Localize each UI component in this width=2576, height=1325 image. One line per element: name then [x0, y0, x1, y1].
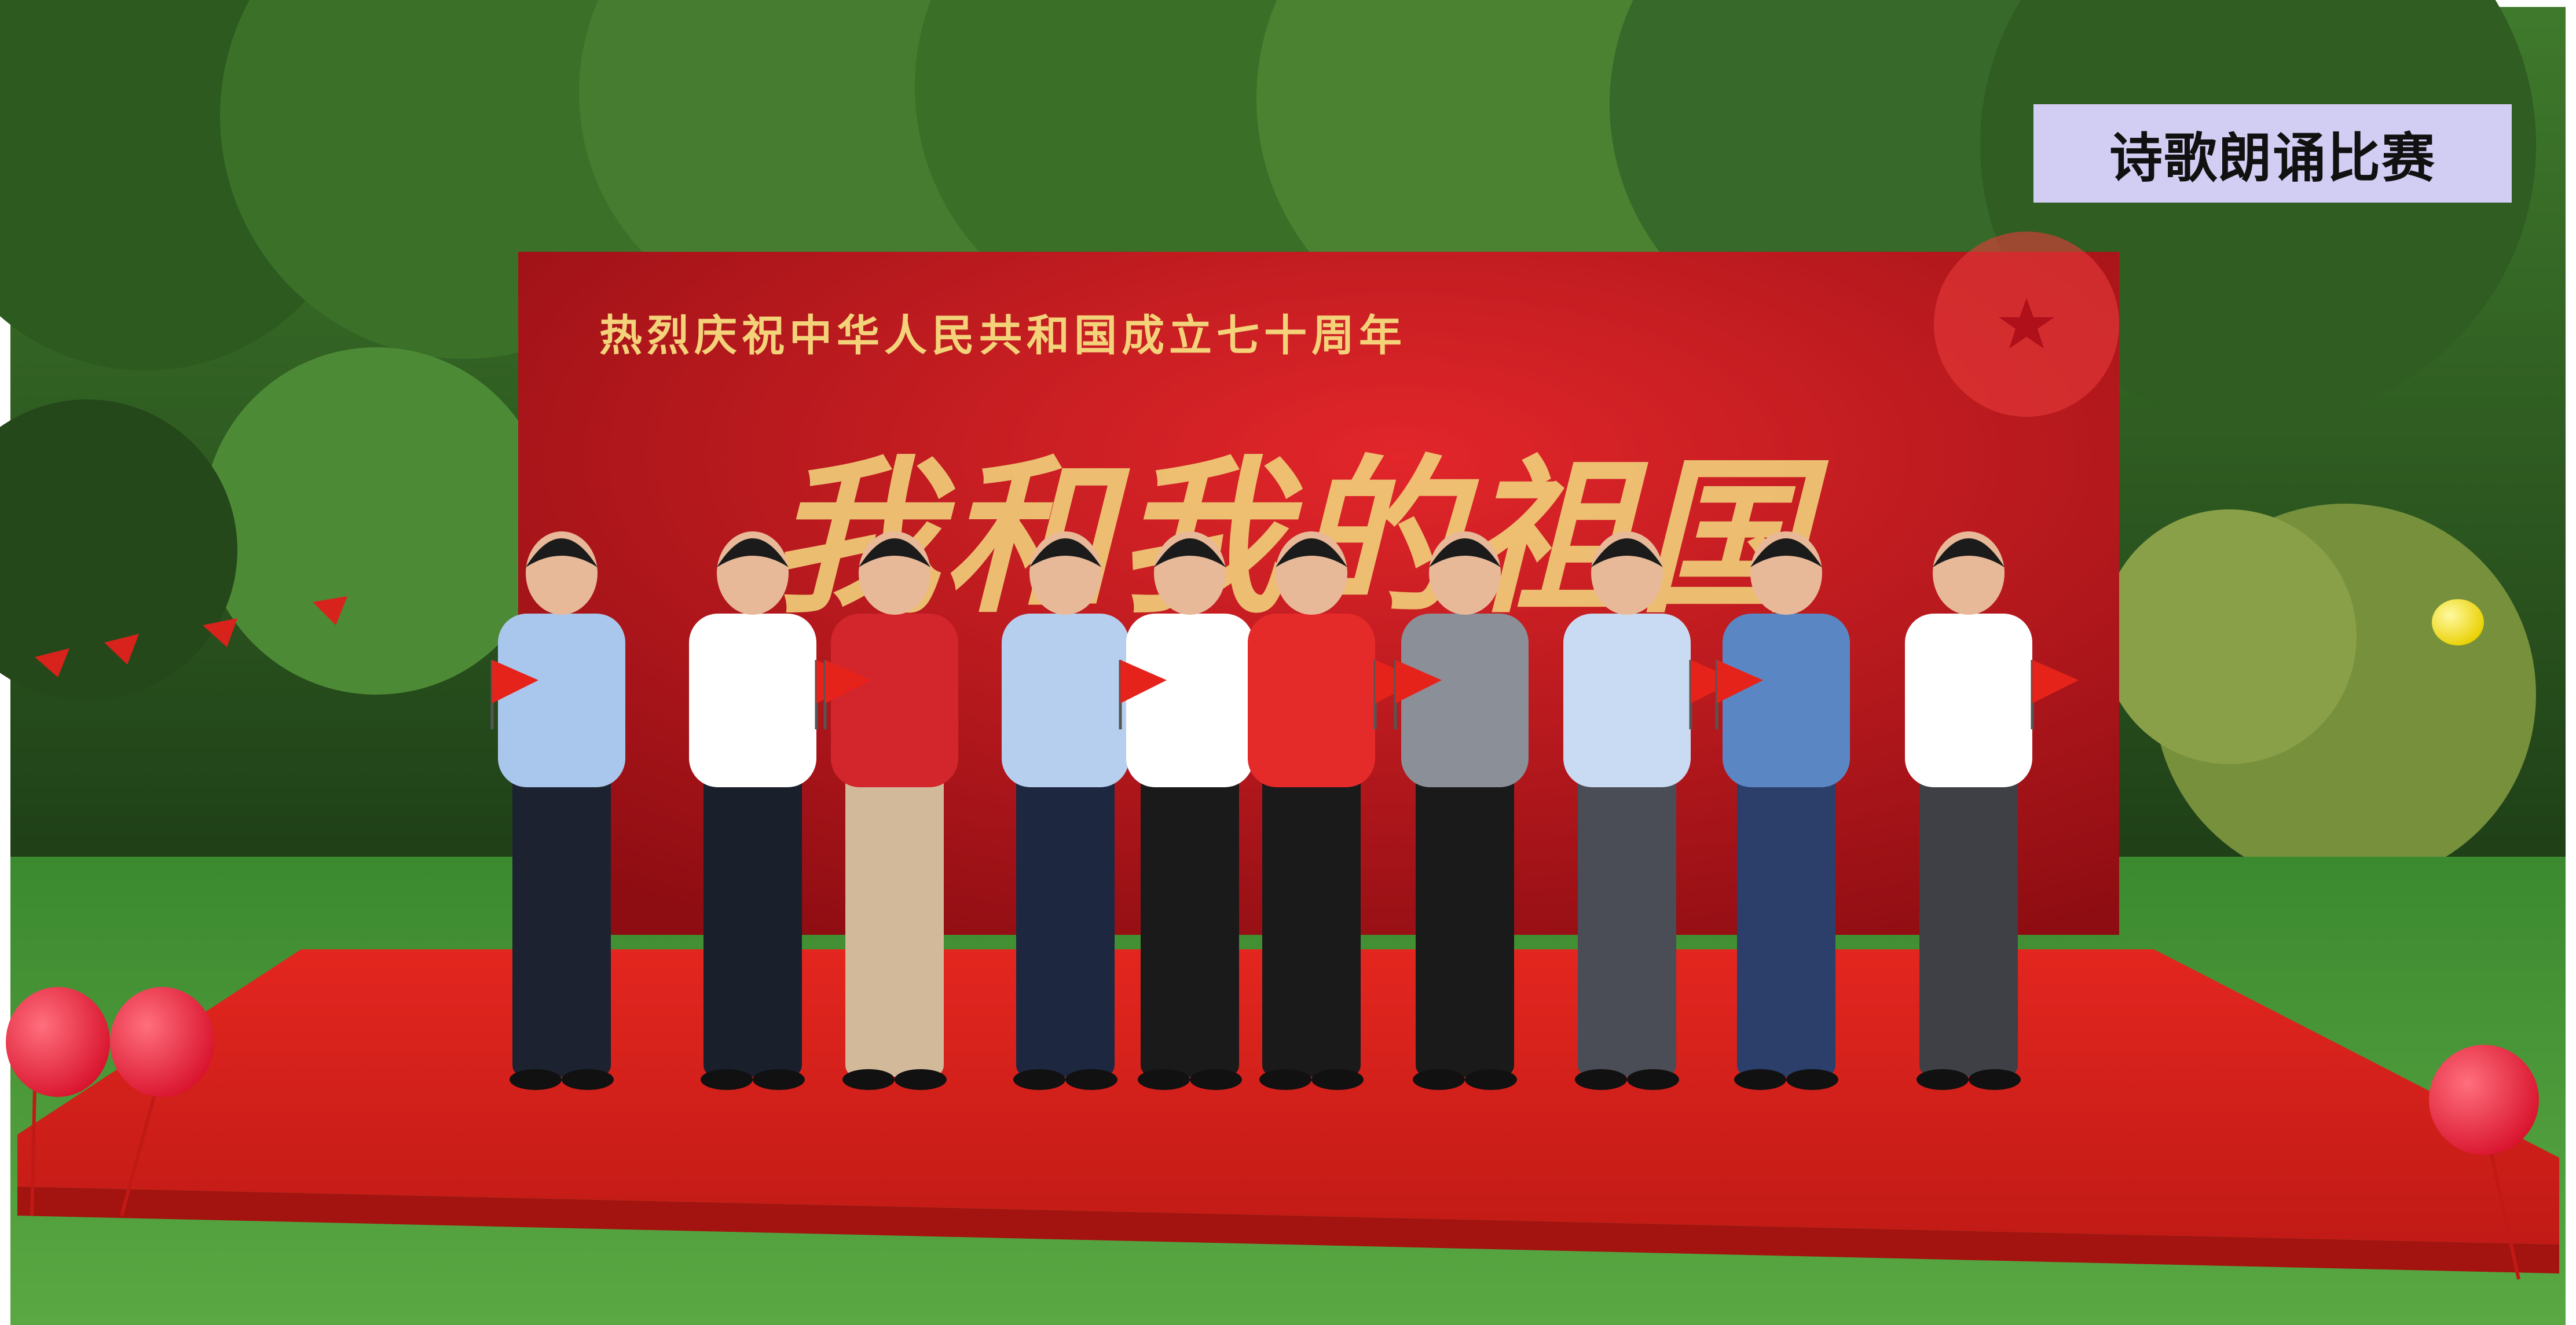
group-of-people	[490, 531, 2079, 1090]
balloons-left	[6, 987, 214, 1216]
flag-icon	[1717, 660, 1763, 703]
flag-icon	[492, 660, 538, 703]
yellow-balloon	[2432, 599, 2484, 645]
person	[490, 531, 625, 1090]
balloon-right	[2429, 1045, 2539, 1280]
bunting-flags	[35, 596, 347, 677]
person	[1248, 531, 1421, 1090]
backdrop-headline: 热烈庆祝中华人民共和国成立七十周年	[599, 311, 1406, 361]
person	[1905, 531, 2079, 1090]
person	[1563, 531, 1737, 1090]
person	[1002, 531, 1175, 1090]
flag-icon	[1691, 660, 1737, 703]
star-emblem	[1999, 298, 2054, 348]
person	[1715, 531, 1850, 1090]
person	[1119, 531, 1254, 1090]
person	[823, 531, 958, 1090]
flag-icon	[825, 660, 871, 703]
flag-icon	[1395, 660, 1442, 703]
flag-icon	[1120, 660, 1167, 703]
flag-icon	[2032, 660, 2079, 703]
person	[1394, 531, 1529, 1090]
caption-label: 诗歌朗诵比赛	[2033, 104, 2512, 203]
person	[689, 531, 863, 1090]
